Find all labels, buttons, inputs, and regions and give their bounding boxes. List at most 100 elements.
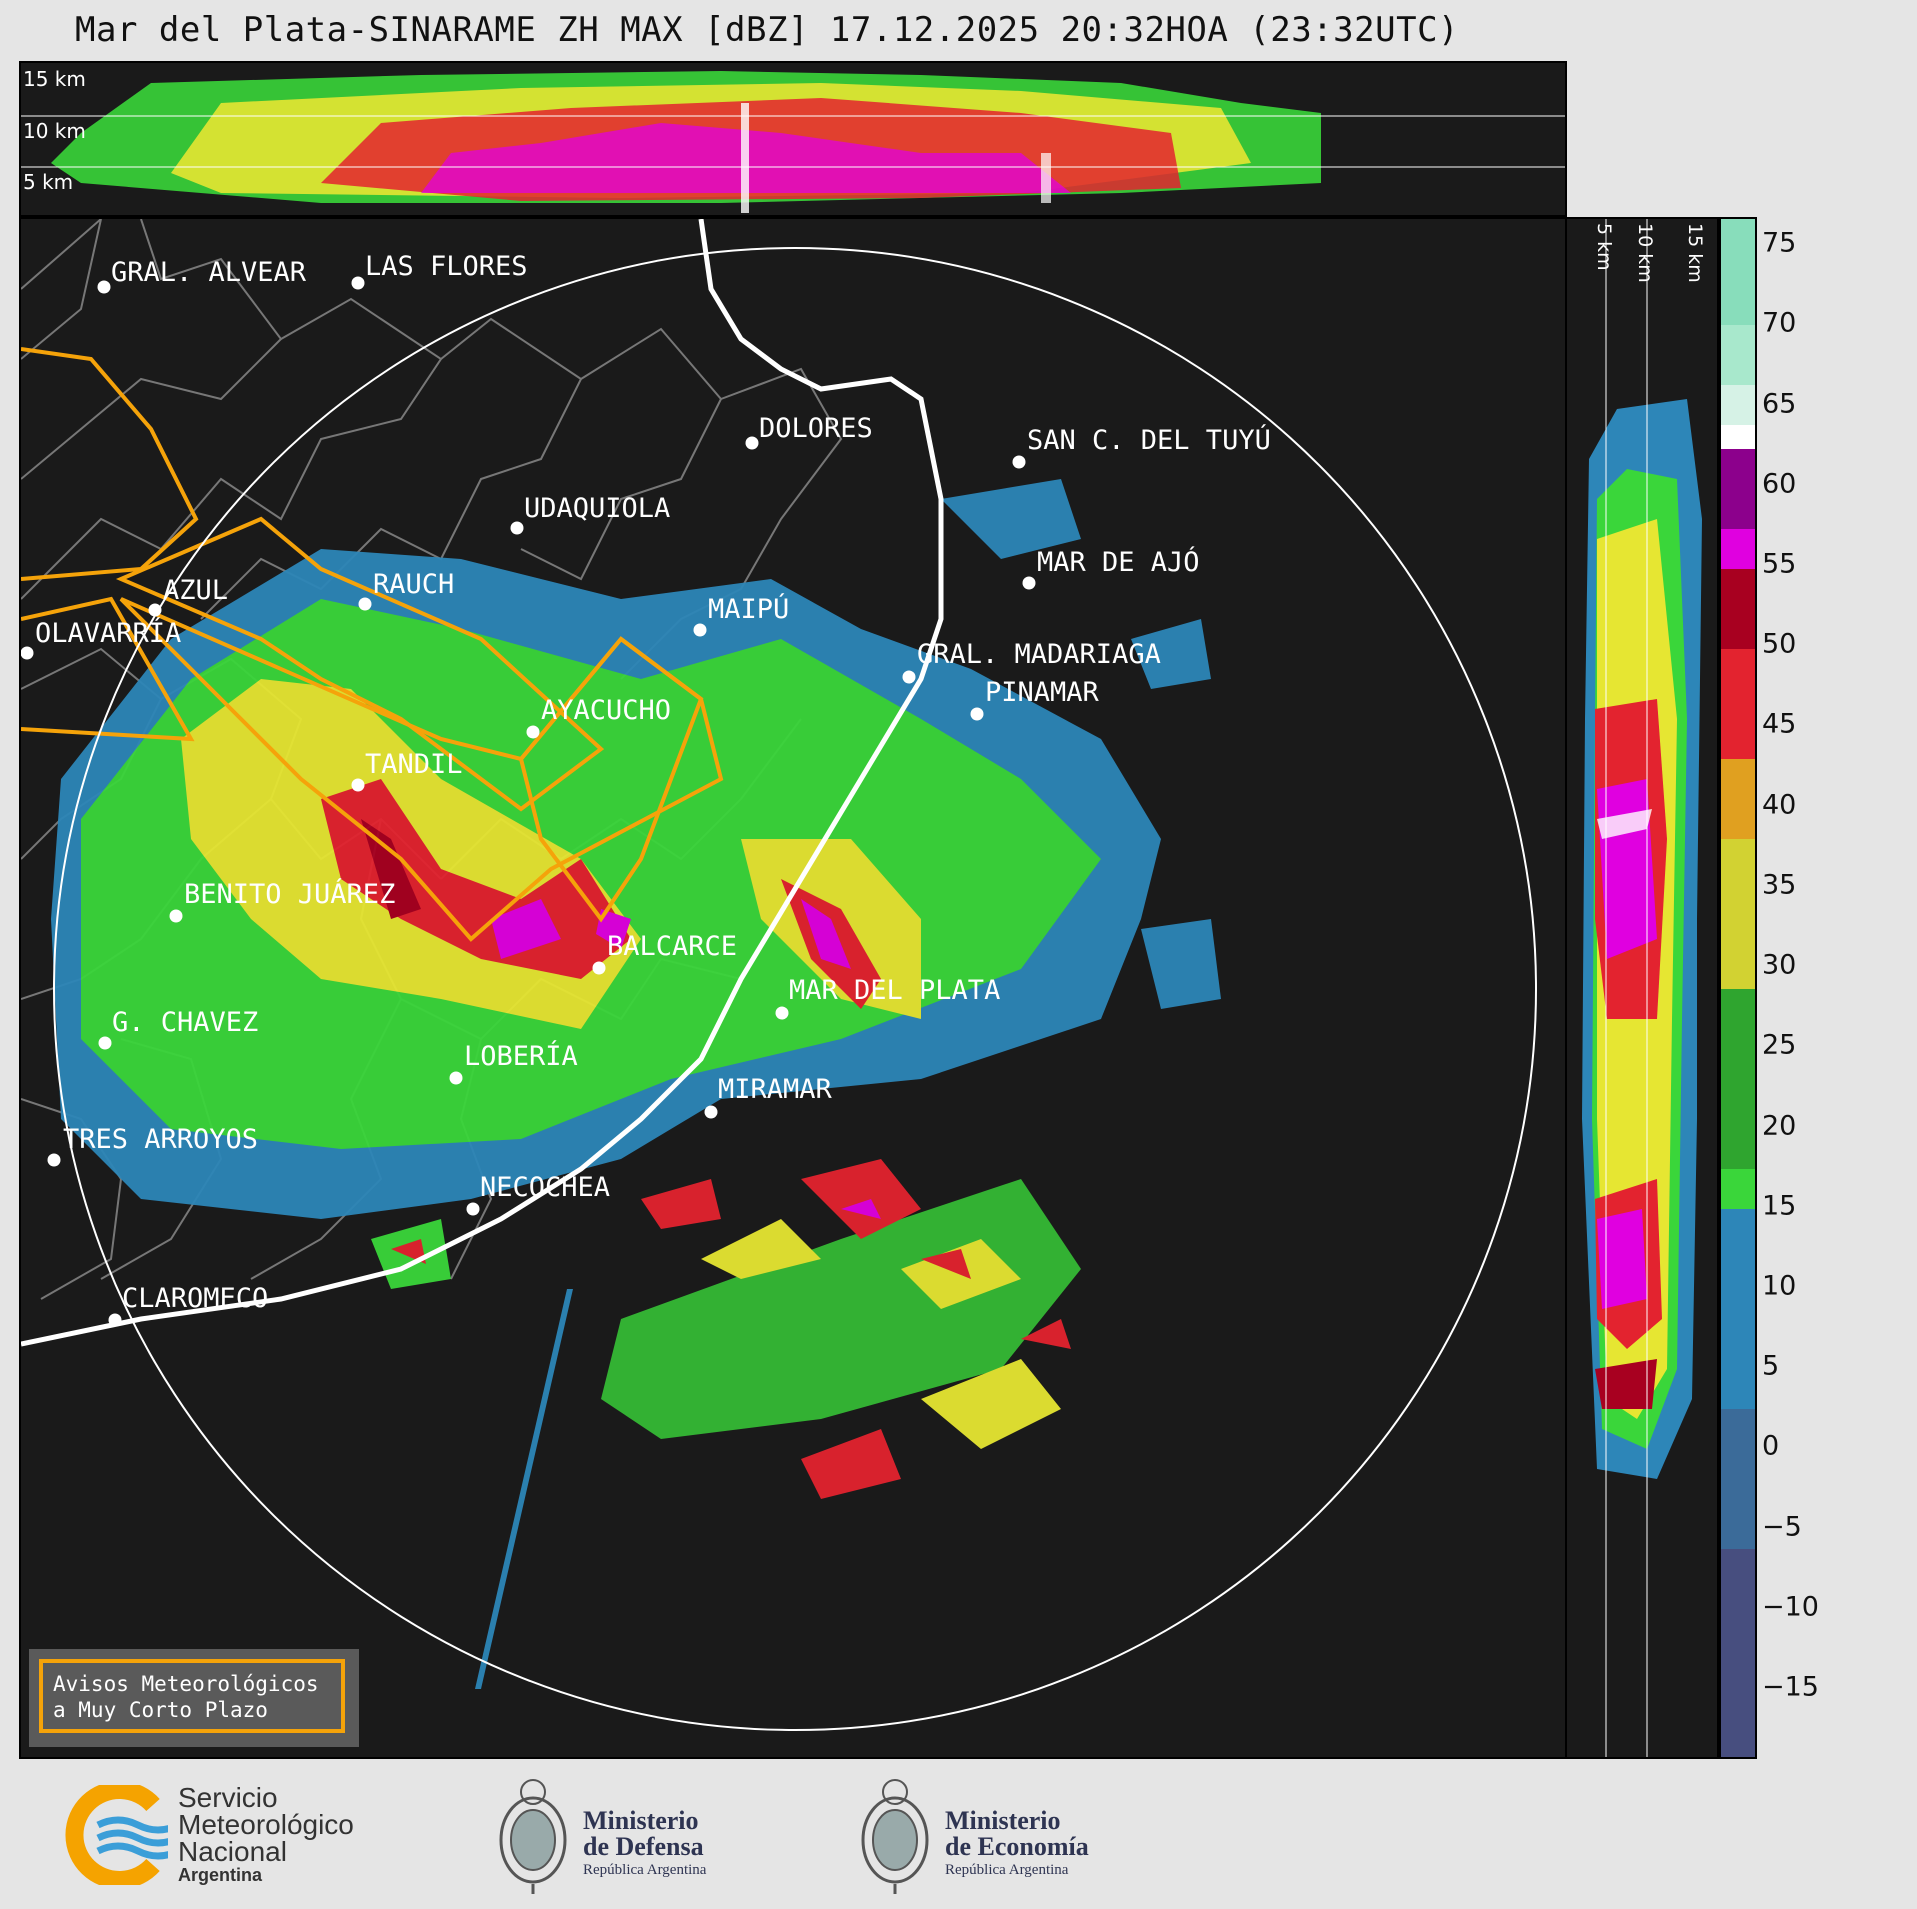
defensa-line1: Ministerio: [583, 1806, 699, 1835]
city-dot-las-flores[interactable]: [351, 276, 365, 290]
city-label-rauch: RAUCH: [373, 569, 455, 600]
city-label-balcarce: BALCARCE: [607, 931, 738, 962]
economia-line1: Ministerio: [945, 1806, 1061, 1835]
city-label-necochea: NECOCHEA: [480, 1172, 611, 1203]
city-dot-g-chavez[interactable]: [98, 1036, 112, 1050]
city-dot-maipu[interactable]: [693, 623, 707, 637]
defensa-line3: República Argentina: [583, 1862, 707, 1878]
defensa-logo-text: Ministerio de Defensa República Argentin…: [583, 1808, 706, 1880]
colorbar-tick: 50: [1762, 628, 1797, 660]
coastline: [21, 219, 944, 1347]
city-label-mar-de-ajo: MAR DE AJÓ: [1037, 547, 1200, 578]
city-dot-claromeco[interactable]: [108, 1313, 122, 1327]
radar-map[interactable]: GRAL. ALVEAR LAS FLORES DOLORES SAN C. D…: [19, 217, 1567, 1759]
city-label-ayacucho: AYACUCHO: [541, 695, 672, 726]
city-label-g-chavez: G. CHAVEZ: [112, 1007, 259, 1038]
city-label-udaquiola: UDAQUIOLA: [524, 493, 671, 524]
chart-title: Mar del Plata-SINARAME ZH MAX [dBZ] 17.1…: [75, 10, 1460, 50]
city-dot-olavarria[interactable]: [21, 646, 34, 660]
city-dot-pinamar[interactable]: [970, 707, 984, 721]
city-dot-rauch[interactable]: [358, 597, 372, 611]
defensa-line2: de Defensa: [583, 1832, 704, 1861]
radar-echo: [51, 479, 1221, 1689]
economia-line3: República Argentina: [945, 1862, 1069, 1878]
city-dot-necochea[interactable]: [466, 1202, 480, 1216]
city-dot-miramar[interactable]: [704, 1105, 718, 1119]
city-dot-gral-madariaga[interactable]: [902, 670, 916, 684]
colorbar-tick: 30: [1762, 949, 1797, 981]
range-ring: [53, 247, 1537, 1731]
city-label-gral-alvear: GRAL. ALVEAR: [111, 257, 307, 288]
colorbar-tick: 25: [1762, 1029, 1797, 1061]
colorbar-tick: 70: [1762, 307, 1797, 339]
argentina-coat-of-arms-icon: [499, 1779, 567, 1894]
argentina-coat-of-arms-icon: [861, 1779, 929, 1894]
warning-legend-line2: a Muy Corto Plazo: [53, 1698, 268, 1722]
smn-line1: Servicio: [178, 1782, 278, 1813]
economia-logo-text: Ministerio de Economía República Argenti…: [945, 1808, 1089, 1880]
city-dot-gral-alvear[interactable]: [97, 280, 111, 294]
colorbar-tick: −10: [1762, 1591, 1819, 1623]
colorbar-tick: 5: [1762, 1350, 1780, 1382]
city-label-tres-arroyos: TRES ARROYOS: [63, 1124, 259, 1155]
colorbar-tick: −15: [1762, 1671, 1819, 1703]
city-dot-loberia[interactable]: [449, 1071, 463, 1085]
city-dot-udaquiola[interactable]: [510, 521, 524, 535]
economia-line2: de Economía: [945, 1832, 1089, 1861]
city-dot-mar-de-ajo[interactable]: [1022, 576, 1036, 590]
city-dot-dolores[interactable]: [745, 436, 759, 450]
colorbar-tick: 75: [1762, 227, 1797, 259]
top-alt-label-15: 15 km: [23, 67, 86, 91]
top-alt-label-10: 10 km: [23, 119, 86, 143]
warning-polygons: [21, 347, 724, 942]
side-alt-label-15: 15 km: [1684, 223, 1706, 283]
colorbar-tick: 45: [1762, 708, 1797, 740]
colorbar-tick: 20: [1762, 1110, 1797, 1142]
smn-logo-text: Servicio Meteorológico Nacional Argentin…: [178, 1782, 354, 1886]
warning-legend: Avisos Meteorológicos a Muy Corto Plazo: [29, 1649, 359, 1747]
city-dot-azul[interactable]: [148, 603, 162, 617]
top-cross-section-panel: 15 km 10 km 5 km: [19, 61, 1567, 217]
side-alt-label-10: 10 km: [1634, 223, 1656, 283]
colorbar-gradient: [1721, 219, 1755, 1757]
smn-line2: Meteorológico: [178, 1809, 354, 1840]
warning-legend-frame: Avisos Meteorológicos a Muy Corto Plazo: [39, 1659, 345, 1733]
colorbar-tick: 35: [1762, 869, 1797, 901]
city-label-tandil: TANDIL: [365, 749, 463, 780]
city-label-las-flores: LAS FLORES: [365, 251, 528, 282]
smn-line4: Argentina: [178, 1865, 263, 1885]
city-dot-balcarce[interactable]: [592, 961, 606, 975]
city-label-maipu: MAIPÚ: [708, 594, 790, 625]
city-dot-tandil[interactable]: [351, 778, 365, 792]
city-dot-benito-juarez[interactable]: [169, 909, 183, 923]
city-dot-tres-arroyos[interactable]: [47, 1153, 61, 1167]
side-cross-section-echo: [1582, 219, 1702, 1757]
city-label-benito-juarez: BENITO JUÁREZ: [184, 879, 396, 910]
city-dot-mar-del-plata[interactable]: [775, 1006, 789, 1020]
dbz-colorbar: [1719, 217, 1757, 1759]
radar-map-graphics: [21, 219, 1537, 1731]
colorbar-tick: 40: [1762, 789, 1797, 821]
colorbar-tick: −5: [1762, 1511, 1802, 1543]
city-dot-ayacucho[interactable]: [526, 725, 540, 739]
colorbar-tick: 55: [1762, 548, 1797, 580]
top-cross-section-echo: [21, 71, 1565, 213]
top-alt-label-5: 5 km: [23, 170, 74, 194]
colorbar-tick: 65: [1762, 388, 1797, 420]
city-label-claromeco: CLAROMECO: [122, 1283, 269, 1314]
colorbar-tick: 60: [1762, 468, 1797, 500]
side-alt-label-5: 5 km: [1593, 223, 1615, 271]
colorbar-tick: 15: [1762, 1190, 1797, 1222]
city-label-mar-del-plata: MAR DEL PLATA: [789, 975, 1001, 1006]
city-label-miramar: MIRAMAR: [718, 1074, 832, 1105]
city-label-loberia: LOBERÍA: [464, 1041, 578, 1072]
warning-legend-line1: Avisos Meteorológicos: [53, 1672, 319, 1696]
city-label-azul: AZUL: [163, 575, 229, 606]
city-label-dolores: DOLORES: [759, 413, 873, 444]
smn-logo-icon: [65, 1785, 168, 1885]
city-label-olavarria: OLAVARRÍA: [35, 618, 182, 649]
colorbar-tick: 10: [1762, 1270, 1797, 1302]
city-label-pinamar: PINAMAR: [985, 677, 1099, 708]
logos-footer: Servicio Meteorológico Nacional Argentin…: [0, 1760, 1917, 1909]
city-dot-san-c-del-tuyu[interactable]: [1012, 455, 1026, 469]
